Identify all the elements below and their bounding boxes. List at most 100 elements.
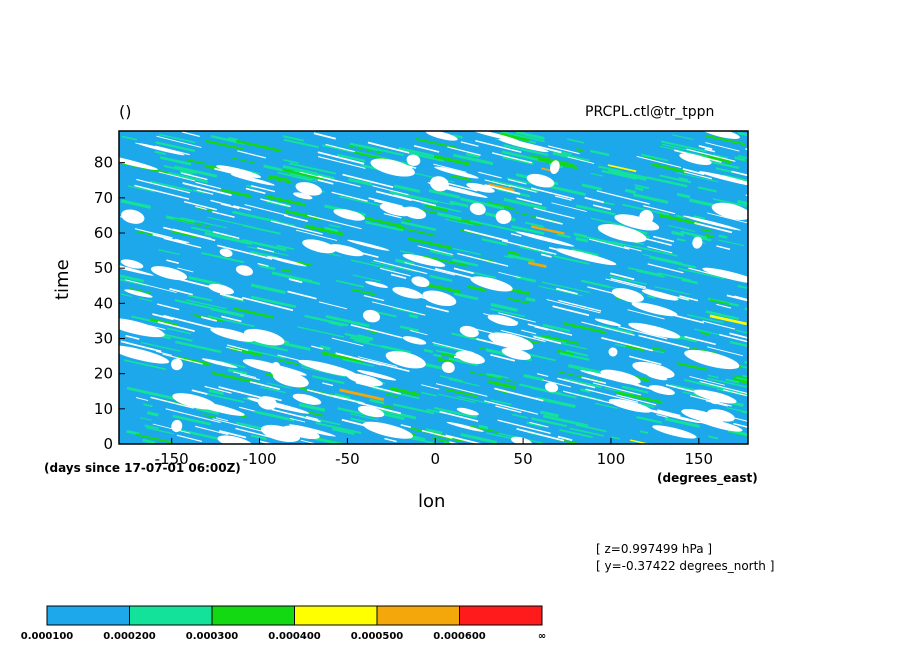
field-gap-streak [530,187,575,200]
field-streak [737,155,748,159]
y-axis-units: (days since 17-07-01 06:00Z) [44,461,241,475]
field-streak [288,162,336,175]
field-gap-streak [709,411,748,422]
field-streak [339,388,385,401]
field-streak [124,359,167,371]
field-streak [668,225,696,232]
field-gap-streak [210,199,231,207]
field-streak [580,388,591,394]
field-streak [704,134,746,146]
field-streak [553,255,590,265]
field-streak [530,225,565,235]
field-gap [270,362,281,375]
field-streak [512,413,528,419]
field-gap-streak [540,253,552,258]
field-streak [676,172,719,183]
field-gap-streak [636,155,682,168]
field-streak [437,212,462,221]
field-gap-streak [506,340,521,346]
field-streak [439,375,463,382]
field-gap [282,425,320,440]
field-gap-streak [313,132,336,140]
field-gap-streak [436,383,488,397]
field-streak [693,215,706,220]
field-streak [678,267,725,280]
field-gap [328,244,364,257]
field-streak [725,378,740,384]
field-streak [167,171,208,184]
field-streak [432,437,453,444]
field-gap-streak [295,229,338,241]
field-streak [425,428,443,435]
field-streak [283,158,299,164]
field-gap-streak [587,286,635,300]
field-streak [409,313,419,319]
field-gap [611,288,644,303]
field-streak [232,307,274,319]
field-gap [684,349,740,370]
field-streak [120,199,151,209]
field-streak [299,414,341,426]
field-gap-streak [237,150,267,159]
field-streak [651,346,665,352]
field-streak [385,393,399,398]
field-streak [737,285,748,290]
field-streak [205,139,245,151]
field-gap-streak [626,299,642,305]
field-gap-streak [257,262,269,267]
field-streak [530,334,567,344]
field-streak [250,295,297,309]
field-gap-streak [533,207,575,219]
field-gap [434,166,479,179]
field-gap-streak [355,381,401,395]
field-gap-streak [722,389,748,397]
field-streak [589,149,610,157]
field-gap-streak [152,313,174,321]
field-streak [684,379,725,390]
field-streak [173,218,209,228]
field-streak [437,357,453,364]
field-gap-streak [610,277,646,289]
field-gap-streak [554,195,572,201]
field-gap [295,182,323,196]
field-streak [488,183,515,192]
field-streak [236,421,267,431]
y-tick-label: 50 [94,259,113,277]
field-gap [201,358,238,368]
field-gap-streak [201,316,217,322]
field-streak [634,186,644,192]
field-gap-streak [399,163,417,169]
field-gap-streak [498,271,521,279]
field-gap-streak [182,182,232,197]
field-gap-streak [705,400,728,407]
field-streak [598,165,622,173]
heatmap-field [119,131,748,444]
field-gap-streak [694,222,733,234]
field-streak [636,416,663,424]
field-streak [733,377,748,384]
field-gap-streak [689,395,732,407]
field-gap [639,407,701,424]
field-gap-streak [542,379,572,388]
field-streak [580,279,610,288]
field-streak [671,230,685,237]
field-gap-streak [618,326,668,340]
field-gap-streak [745,148,748,151]
field-streak [528,261,547,268]
field-gap-streak [355,250,379,259]
field-streak [359,144,405,157]
x-axis: -150 -100 -50 0 50 100 150 [155,438,713,468]
field-gap-streak [656,414,668,418]
field-streak [651,349,665,354]
field-streak [709,314,747,326]
field-gap-streak [200,402,230,411]
field-gap-streak [616,394,657,406]
field-streak [540,410,559,418]
field-gap [411,276,430,288]
field-gap-streak [317,179,334,185]
field-streak [659,174,692,184]
field-streak [736,376,748,381]
field-streak [352,274,381,282]
field-streak [614,343,627,348]
